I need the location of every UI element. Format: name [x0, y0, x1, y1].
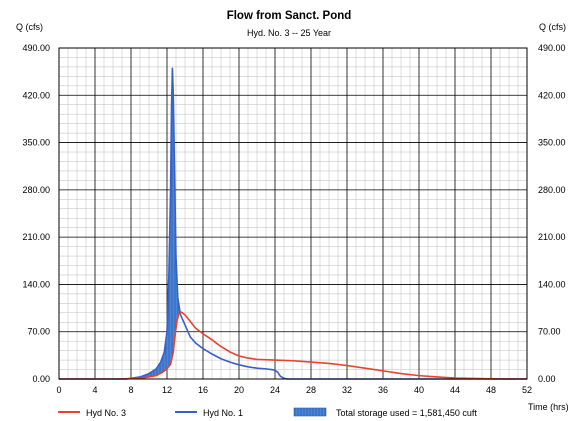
legend-hyd3-label: Hyd No. 3 — [86, 408, 126, 418]
legend: Hyd No. 3 Hyd No. 1 Total storage used =… — [58, 407, 477, 418]
hyd3-line — [59, 311, 528, 380]
x-axis-label: Time (hrs) — [528, 402, 569, 412]
chart-title: Flow from Sanct. Pond — [227, 10, 352, 22]
storage-area — [128, 68, 181, 379]
y-tick-label-right: 350.00 — [538, 138, 566, 148]
y-axis-label-left: Q (cfs) — [16, 22, 43, 32]
y-tick-label-right: 280.00 — [538, 185, 566, 195]
y-tick-label-left: 280.00 — [22, 185, 50, 195]
chart-subtitle: Hyd. No. 3 -- 25 Year — [247, 28, 331, 38]
legend-hyd1-label: Hyd No. 1 — [203, 408, 243, 418]
x-tick-label: 44 — [450, 385, 460, 395]
x-tick-label: 48 — [486, 385, 496, 395]
y-tick-label-right: 0.00 — [538, 374, 556, 384]
y-tick-label-right: 210.00 — [538, 232, 566, 242]
y-tick-label-left: 0.00 — [32, 374, 50, 384]
legend-storage-swatch — [293, 407, 327, 417]
y-tick-label-left: 350.00 — [22, 138, 50, 148]
x-tick-label: 52 — [522, 385, 532, 395]
x-tick-label: 16 — [198, 385, 208, 395]
x-tick-label: 28 — [306, 385, 316, 395]
y-tick-label-left: 70.00 — [27, 327, 50, 337]
x-tick-label: 40 — [414, 385, 424, 395]
x-tick-label: 0 — [56, 385, 61, 395]
y-tick-label-left: 490.00 — [22, 43, 50, 53]
x-tick-label: 8 — [128, 385, 133, 395]
x-tick-label: 24 — [270, 385, 280, 395]
y-tick-label-left: 420.00 — [22, 90, 50, 100]
x-tick-label: 32 — [342, 385, 352, 395]
x-tick-label: 36 — [378, 385, 388, 395]
series — [59, 67, 528, 380]
grid — [58, 47, 528, 380]
y-tick-label-right: 70.00 — [538, 327, 561, 337]
x-tick-label: 4 — [92, 385, 97, 395]
legend-storage-label: Total storage used = 1,581,450 cuft — [336, 408, 477, 418]
y-axis-label-right: Q (cfs) — [539, 22, 566, 32]
y-tick-label-left: 140.00 — [22, 279, 50, 289]
y-tick-label-right: 420.00 — [538, 90, 566, 100]
y-tick-label-right: 140.00 — [538, 279, 566, 289]
x-tick-label: 20 — [234, 385, 244, 395]
hyd1-line — [59, 67, 527, 380]
plot-frame — [58, 47, 528, 380]
y-tick-label-right: 490.00 — [538, 43, 566, 53]
y-tick-label-left: 210.00 — [22, 232, 50, 242]
x-tick-label: 12 — [162, 385, 172, 395]
